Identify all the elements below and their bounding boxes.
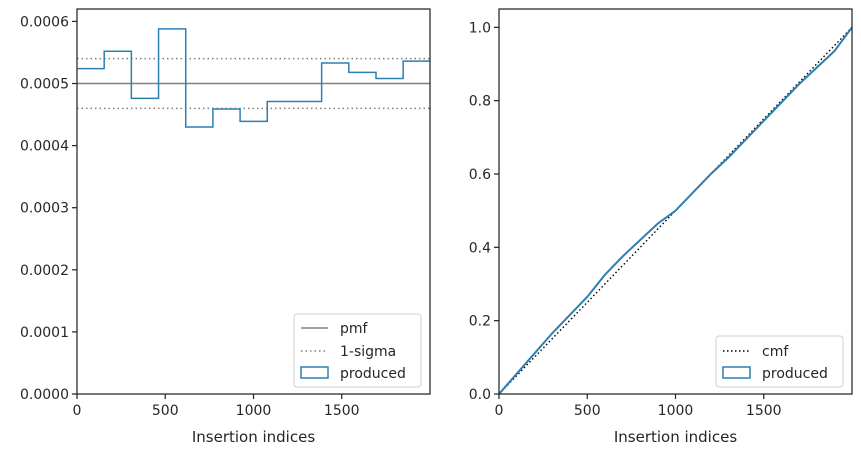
left-plot-marks: [77, 28, 430, 128]
legend-box: [715, 335, 844, 388]
y-tick-label: 0.4: [469, 240, 491, 256]
right-legend: cmf produced: [715, 335, 844, 388]
x-tick-label: 0: [495, 403, 504, 419]
y-tick-label: 0.0002: [20, 263, 69, 279]
cmf-line: [498, 26, 853, 395]
y-tick-label: 0.8: [469, 94, 491, 110]
legend-entry-label: produced: [340, 366, 406, 382]
y-tick-label: 0.0006: [20, 14, 69, 30]
legend-entry-label: 1-sigma: [340, 344, 396, 360]
produced-cumulative-line: [498, 26, 853, 395]
x-tick-label: 1000: [658, 403, 694, 419]
y-tick-label: 0.0004: [20, 139, 69, 155]
y-tick-label: 1.0: [469, 20, 491, 36]
x-tick-label: 0: [73, 403, 82, 419]
legend-entry-label: cmf: [762, 344, 789, 360]
right-x-ticks: 0 500 1000 1500: [495, 394, 782, 419]
left-legend: pmf 1-sigma produced: [293, 313, 422, 388]
x-tick-label: 1500: [746, 403, 782, 419]
left-x-axis-label: Insertion indices: [192, 428, 315, 446]
legend-box: [293, 313, 422, 388]
x-tick-label: 1500: [324, 403, 360, 419]
left-y-ticks: 0.0000 0.0001 0.0002 0.0003 0.0004 0.0005 0.00…: [20, 14, 77, 403]
y-tick-label: 0.0005: [20, 77, 69, 93]
right-plot-marks: [498, 26, 853, 395]
x-tick-label: 500: [152, 403, 179, 419]
right-cumulative-panel: 0 500 1000 1500 0.0 0.2 0.4 0.6 0.8 1.0 Insertio…: [469, 8, 853, 446]
legend-produced-swatch: [722, 366, 751, 379]
produced-histogram-step: [77, 28, 430, 128]
legend-entry-label: pmf: [340, 321, 369, 337]
x-tick-label: 500: [574, 403, 601, 419]
left-histogram-panel: 0 500 1000 1500 0.00000.00010.00020.00030.0…: [20, 8, 431, 446]
y-tick-label: 0.0003: [20, 201, 69, 217]
right-y-ticks: 0.0 0.2 0.4 0.6 0.8 1.0: [469, 20, 499, 403]
right-x-axis-label: Insertion indices: [614, 428, 737, 446]
x-tick-label: 1000: [236, 403, 272, 419]
legend-produced-swatch: [300, 366, 329, 379]
y-tick-label: 0.0000: [20, 387, 69, 403]
y-tick-label: 0.2: [469, 314, 491, 330]
legend-entry-label: produced: [762, 366, 828, 382]
left-x-ticks: 0 500 1000 1500: [73, 394, 360, 419]
y-tick-label: 0.0001: [20, 325, 69, 341]
y-tick-label: 0.0: [469, 387, 491, 403]
y-tick-label: 0.6: [469, 167, 491, 183]
